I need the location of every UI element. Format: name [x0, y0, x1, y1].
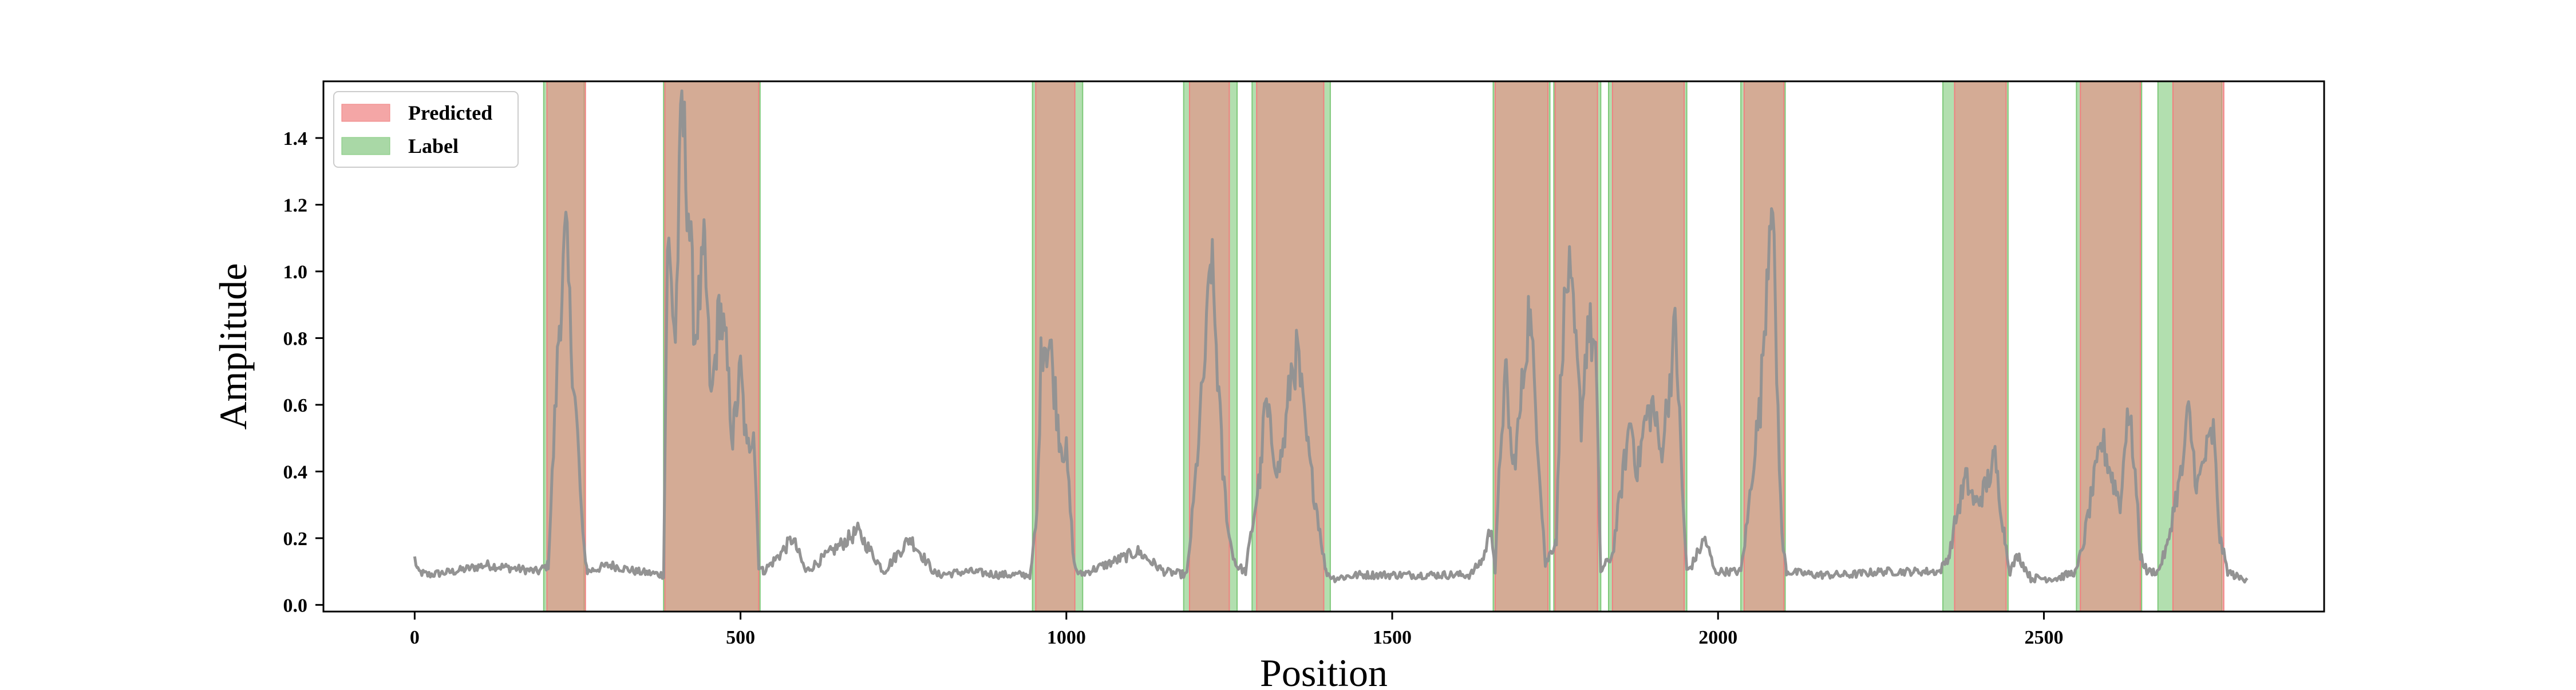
predicted-region-11: [2172, 81, 2225, 612]
predicted-region-3: [1188, 81, 1230, 612]
x-tick-label: 2000: [1698, 627, 1737, 648]
x-tick-label: 0: [410, 627, 420, 648]
y-axis-label: Amplitude: [211, 263, 255, 430]
y-tick-label: 0.0: [283, 595, 308, 616]
predicted-region-4: [1256, 81, 1325, 612]
x-tick-label: 2500: [2024, 627, 2063, 648]
plot-frame: [322, 80, 2325, 613]
x-tick-label: 1500: [1373, 627, 1412, 648]
signal-series: [413, 89, 2249, 583]
signal-line: [413, 89, 2249, 583]
legend-label-predicted: Predicted: [408, 101, 492, 124]
legend-swatch-label: [341, 137, 390, 155]
y-tick-label: 0.6: [283, 395, 308, 416]
legend-swatch-predicted: [341, 104, 390, 122]
predicted-region-9: [1954, 81, 2007, 612]
x-axis-label: Position: [1260, 651, 1388, 687]
y-tick-label: 1.2: [283, 195, 308, 216]
y-tick-label: 0.2: [283, 529, 308, 550]
predicted-region-0: [546, 81, 586, 612]
x-tick-label: 1000: [1047, 627, 1086, 648]
predicted-region-1: [664, 81, 760, 612]
y-axis-ticks: 0.0 0.2 0.4 0.6 0.8 1.0 1.2 1.4: [283, 128, 323, 616]
legend: Predicted Label: [333, 91, 519, 168]
predicted-regions: [546, 81, 2225, 612]
y-tick-label: 0.4: [283, 462, 308, 483]
y-tick-label: 1.0: [283, 262, 308, 283]
legend-label-label: Label: [408, 135, 459, 157]
y-tick-label: 0.8: [283, 328, 308, 349]
predicted-region-10: [2080, 81, 2141, 612]
x-axis-ticks: 0 500 1000 1500 2000 2500: [410, 612, 2063, 648]
y-tick-label: 1.4: [283, 128, 308, 149]
predicted-region-7: [1611, 81, 1685, 612]
x-tick-label: 500: [726, 627, 755, 648]
predicted-region-5: [1494, 81, 1549, 612]
